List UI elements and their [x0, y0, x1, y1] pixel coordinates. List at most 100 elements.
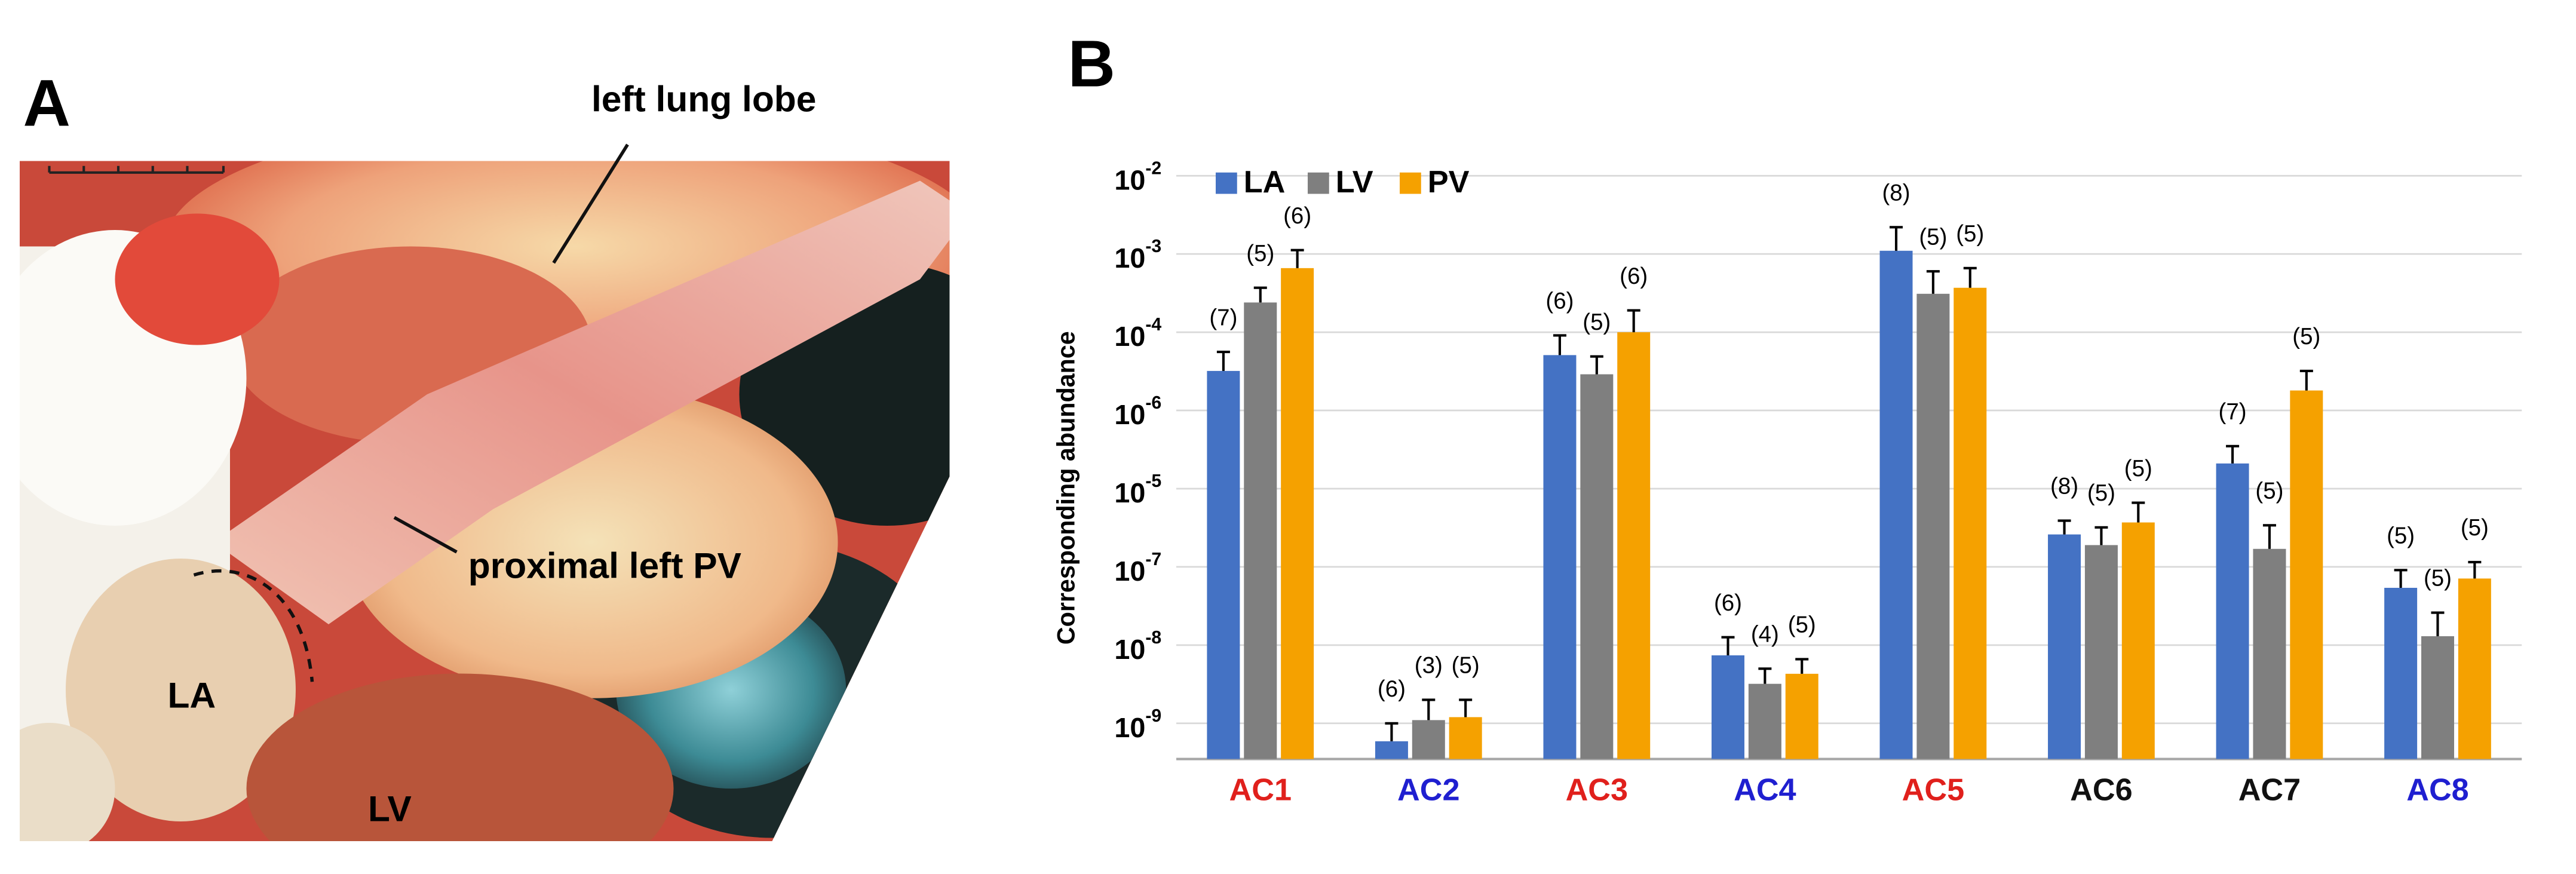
- y-tick-exponent: -8: [1145, 628, 1161, 648]
- x-tick-label: AC1: [1229, 772, 1292, 807]
- bar: [2384, 587, 2418, 759]
- bar: [2421, 636, 2454, 759]
- n-label: (5): [2087, 480, 2115, 506]
- y-tick-exponent: -6: [1145, 393, 1161, 413]
- leader-line: [552, 143, 629, 264]
- bar: [1375, 741, 1408, 759]
- lv-tissue: [246, 673, 674, 841]
- y-tick-exponent: -9: [1145, 706, 1161, 726]
- bar: [1617, 332, 1651, 759]
- x-tick-label: AC2: [1397, 772, 1460, 807]
- bar: [2290, 390, 2323, 759]
- bar: [1543, 355, 1577, 759]
- bar: [2048, 534, 2081, 759]
- y-tick-label: 10-5: [1114, 471, 1161, 508]
- y-tick-label: 10-4: [1114, 315, 1161, 352]
- n-label: (7): [2219, 399, 2247, 425]
- bar: [1580, 374, 1614, 759]
- vessel: [213, 180, 950, 624]
- scale-bar: [48, 165, 225, 174]
- n-label: (5): [1919, 224, 1947, 250]
- bar: [1412, 720, 1445, 759]
- y-tick-base: 10: [1114, 634, 1145, 665]
- bar: [1916, 293, 1950, 759]
- n-label: (6): [1378, 676, 1406, 702]
- y-tick-base: 10: [1114, 477, 1145, 508]
- n-label: (6): [1714, 590, 1742, 616]
- n-label: (5): [1583, 309, 1611, 335]
- x-tick-label: AC6: [2070, 772, 2133, 807]
- bar: [1785, 673, 1818, 759]
- photo: [20, 161, 950, 841]
- x-tick-label: AC5: [1902, 772, 1965, 807]
- x-tick-label: AC3: [1566, 772, 1629, 807]
- bar: [1879, 250, 1913, 759]
- bar: [1954, 287, 1987, 759]
- annotation: proximal left PV: [468, 545, 741, 585]
- y-tick-base: 10: [1114, 556, 1145, 587]
- annotation: LV: [368, 788, 412, 829]
- legend-swatch: [1216, 172, 1237, 194]
- x-tick-label: AC7: [2238, 772, 2301, 807]
- leader-line: [393, 516, 458, 554]
- n-label: (6): [1620, 263, 1648, 289]
- y-tick-base: 10: [1114, 243, 1145, 274]
- y-tick-exponent: -2: [1145, 158, 1161, 178]
- n-label: (5): [1956, 221, 1984, 247]
- bar: [2458, 578, 2491, 759]
- la-tissue: [66, 559, 296, 821]
- bar: [1207, 370, 1240, 759]
- y-tick-label: 10-3: [1114, 237, 1161, 274]
- bar: [2216, 463, 2249, 759]
- annotation: left lung lobe: [591, 78, 816, 119]
- bar: [2121, 522, 2155, 759]
- y-tick-label: 10-8: [1114, 628, 1161, 665]
- y-tick-base: 10: [1114, 165, 1145, 196]
- n-label: (5): [1788, 612, 1816, 638]
- n-label: (5): [2461, 515, 2489, 541]
- bar: [1281, 268, 1314, 759]
- y-tick-base: 10: [1114, 712, 1145, 743]
- y-tick-exponent: -5: [1145, 471, 1161, 491]
- y-tick-exponent: -3: [1145, 237, 1161, 256]
- bar: [2084, 545, 2118, 759]
- x-tick-label: AC8: [2406, 772, 2469, 807]
- n-label: (6): [1545, 289, 1574, 314]
- n-label: (8): [1882, 180, 1910, 206]
- y-axis-title: Corresponding abundance: [1052, 331, 1080, 645]
- n-label: (5): [2387, 523, 2415, 548]
- tissue: [20, 723, 115, 841]
- legend-swatch: [1308, 172, 1329, 194]
- x-tick-label: AC4: [1734, 772, 1796, 807]
- bar: [1244, 302, 1277, 759]
- legend-label: LV: [1336, 165, 1373, 200]
- n-label: (6): [1283, 203, 1311, 229]
- n-label: (5): [1246, 241, 1274, 266]
- n-label: (3): [1415, 653, 1443, 679]
- n-label: (7): [1209, 305, 1237, 330]
- y-tick-base: 10: [1114, 321, 1145, 352]
- y-tick-base: 10: [1114, 399, 1145, 430]
- y-tick-exponent: -7: [1145, 550, 1161, 569]
- bar: [1449, 717, 1482, 759]
- y-tick-exponent: -4: [1145, 315, 1161, 335]
- legend-swatch: [1400, 172, 1421, 194]
- n-label: (5): [2292, 324, 2320, 349]
- y-tick-label: 10-7: [1114, 550, 1161, 587]
- boundary-dash: [193, 569, 314, 682]
- n-label: (5): [2255, 479, 2283, 504]
- bar: [2253, 548, 2286, 759]
- panel-label: B: [1068, 27, 1115, 101]
- y-tick-label: 10-2: [1114, 158, 1161, 195]
- n-label: (5): [2424, 566, 2452, 591]
- bar: [1748, 683, 1781, 759]
- n-label: (5): [1452, 653, 1480, 679]
- red-tissue: [115, 213, 280, 345]
- n-label: (5): [2124, 456, 2152, 482]
- bar: [1711, 655, 1744, 759]
- y-tick-label: 10-6: [1114, 393, 1161, 430]
- annotation: LA: [168, 675, 216, 716]
- legend-label: LA: [1244, 165, 1286, 200]
